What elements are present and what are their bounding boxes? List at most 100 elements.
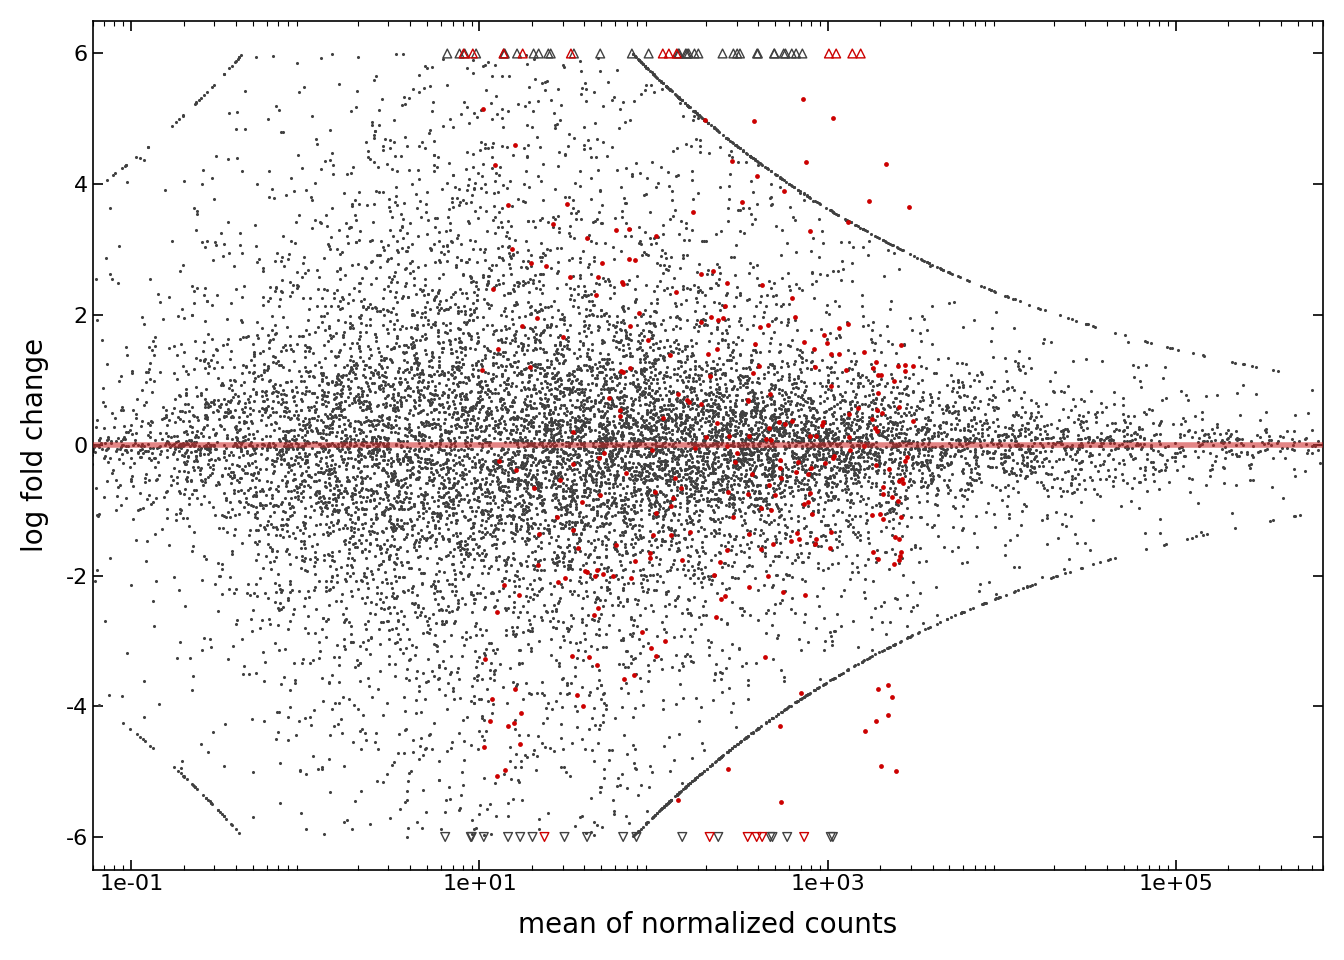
Point — [507, 481, 528, 496]
Point — [640, 308, 661, 324]
Point — [634, 420, 656, 436]
Point — [333, 614, 355, 630]
Point — [714, 527, 735, 542]
Point — [476, 203, 497, 218]
Point — [413, 495, 434, 511]
Point — [321, 569, 343, 585]
Point — [349, 469, 371, 485]
Point — [816, 403, 837, 419]
Point — [520, 463, 542, 478]
Point — [571, 494, 593, 510]
Point — [425, 517, 446, 533]
Point — [383, 340, 405, 355]
Point — [511, 705, 532, 720]
Point — [1141, 440, 1163, 455]
Point — [378, 388, 399, 403]
Point — [661, 432, 683, 447]
Point — [645, 393, 667, 408]
Point — [169, 760, 191, 776]
Point — [739, 608, 761, 623]
Point — [337, 500, 359, 516]
Point — [573, 518, 594, 534]
Point — [660, 83, 681, 98]
Point — [731, 409, 753, 424]
Point — [286, 519, 308, 535]
Point — [587, 465, 609, 480]
Point — [723, 472, 745, 488]
Point — [614, 525, 636, 540]
Point — [199, 444, 220, 460]
Point — [406, 352, 427, 368]
Point — [570, 452, 591, 468]
Point — [493, 348, 515, 364]
Point — [583, 482, 605, 497]
Point — [555, 498, 577, 514]
Point — [156, 442, 177, 457]
Point — [840, 374, 862, 390]
Point — [101, 272, 122, 287]
Point — [1305, 438, 1327, 453]
Point — [534, 417, 555, 432]
Point — [425, 531, 446, 546]
Point — [276, 404, 297, 420]
Point — [796, 444, 817, 459]
Point — [473, 338, 495, 353]
Point — [1058, 423, 1079, 439]
Point — [348, 533, 370, 548]
Point — [526, 342, 547, 357]
Point — [517, 447, 539, 463]
Point — [839, 571, 860, 587]
Point — [612, 209, 633, 225]
Point — [415, 140, 437, 156]
Point — [675, 136, 696, 152]
Point — [542, 444, 563, 459]
Point — [737, 146, 758, 161]
Point — [812, 509, 833, 524]
Point — [390, 802, 411, 817]
Point — [319, 443, 340, 458]
Point — [675, 780, 696, 795]
Point — [969, 577, 991, 592]
Point — [862, 431, 883, 446]
Point — [328, 419, 349, 434]
Point — [723, 438, 745, 453]
Point — [433, 495, 454, 511]
Point — [360, 359, 382, 374]
Point — [251, 368, 273, 383]
Point — [1340, 450, 1344, 466]
Point — [550, 376, 571, 392]
Point — [134, 444, 156, 459]
Point — [641, 445, 663, 461]
Point — [797, 687, 818, 703]
Point — [754, 433, 775, 448]
Point — [487, 592, 508, 608]
Point — [452, 465, 473, 480]
Point — [563, 467, 585, 482]
Point — [762, 428, 784, 444]
Point — [1075, 443, 1097, 458]
Point — [414, 257, 435, 273]
Point — [612, 453, 633, 468]
Point — [653, 419, 675, 434]
Point — [403, 393, 425, 408]
Point — [1060, 508, 1082, 523]
Point — [1027, 453, 1048, 468]
Point — [841, 512, 863, 527]
Point — [305, 495, 327, 511]
Point — [896, 421, 918, 437]
Point — [993, 463, 1015, 478]
Point — [387, 433, 409, 448]
Point — [198, 792, 219, 807]
Point — [716, 285, 738, 300]
Point — [746, 299, 767, 314]
Point — [517, 330, 539, 346]
Point — [476, 403, 497, 419]
Point — [543, 209, 564, 225]
Point — [230, 444, 251, 459]
Point — [591, 436, 613, 451]
Point — [614, 457, 636, 472]
Point — [116, 443, 137, 458]
Point — [577, 400, 598, 416]
Point — [593, 429, 614, 444]
Point — [809, 250, 831, 265]
